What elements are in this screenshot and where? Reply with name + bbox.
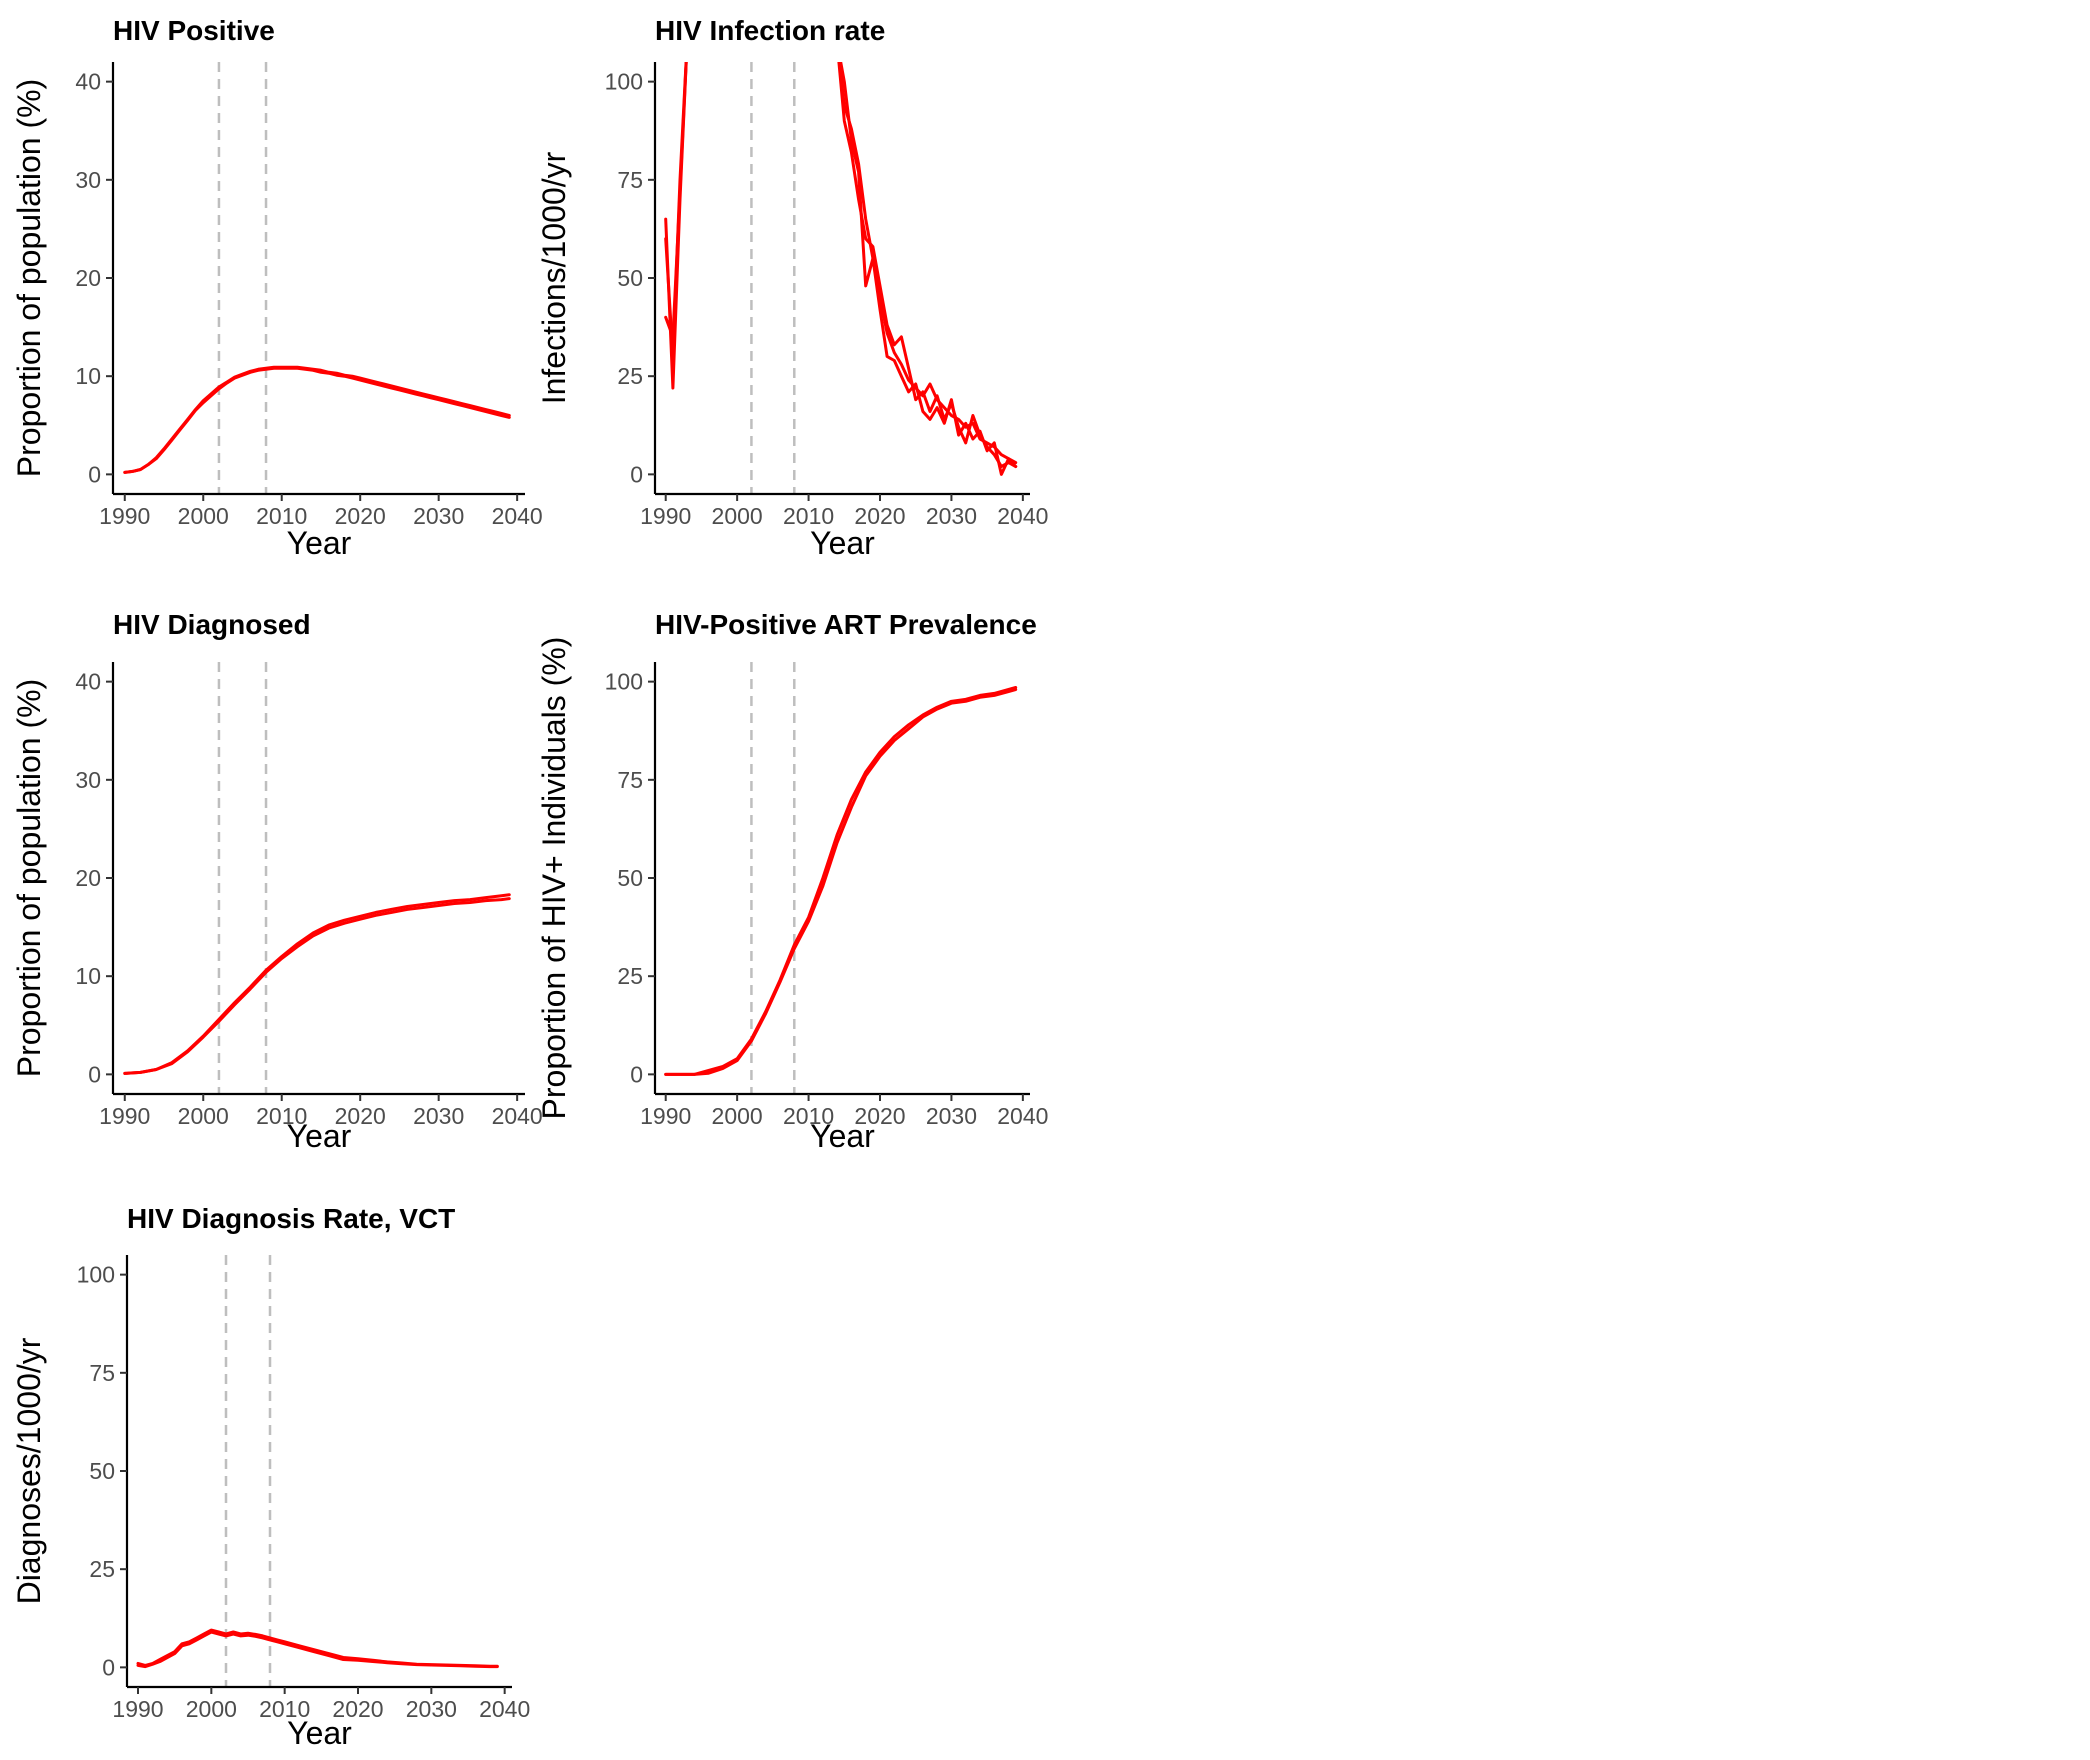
x-axis-title: Year [287, 1118, 352, 1154]
x-tick-label: 2030 [926, 1103, 977, 1129]
x-tick-label: 2020 [332, 1696, 383, 1722]
x-axis-title: Year [287, 1715, 352, 1751]
y-tick-label: 50 [89, 1458, 115, 1484]
series-line [136, 1630, 499, 1669]
y-tick-label: 0 [102, 1654, 115, 1680]
x-tick-label: 1990 [112, 1696, 163, 1722]
x-tick-label: 2040 [492, 1103, 543, 1129]
x-tick-label: 2000 [712, 1103, 763, 1129]
x-tick-label: 2030 [413, 503, 464, 529]
y-tick-label: 25 [617, 963, 643, 989]
series-line [664, 62, 1018, 465]
x-tick-label: 2030 [926, 503, 977, 529]
x-tick-label: 2010 [783, 1103, 834, 1129]
panel-title: HIV Positive [113, 15, 275, 46]
y-tick-label: 0 [88, 461, 101, 487]
x-tick-label: 2020 [335, 503, 386, 529]
panel-art-prevalence: HIV-Positive ART Prevalence 0 25 50 75 100 199… [536, 609, 1048, 1154]
x-tick-label: 1990 [99, 1103, 150, 1129]
x-tick-label: 2030 [406, 1696, 457, 1722]
series-line [123, 366, 511, 474]
y-axis-title: Proportion of HIV+ Individuals (%) [536, 637, 572, 1120]
x-tick-label: 1990 [640, 1103, 691, 1129]
series-line [123, 893, 511, 1075]
y-tick-label: 50 [617, 265, 643, 291]
y-tick-label: 20 [75, 865, 101, 891]
x-tick-label: 2000 [712, 503, 763, 529]
series-line [664, 62, 1018, 476]
panel-title: HIV Diagnosis Rate, VCT [127, 1203, 455, 1234]
series-line [664, 62, 1018, 468]
x-tick-label: 2040 [997, 503, 1048, 529]
y-tick-label: 75 [617, 167, 643, 193]
y-tick-label: 40 [75, 69, 101, 95]
x-tick-label: 2000 [178, 1103, 229, 1129]
y-tick-label: 100 [605, 669, 643, 695]
x-tick-label: 2010 [783, 503, 834, 529]
y-tick-label: 25 [89, 1556, 115, 1582]
y-tick-label: 10 [75, 363, 101, 389]
series-line [123, 897, 511, 1075]
y-tick-label: 75 [89, 1360, 115, 1386]
x-tick-label: 2010 [256, 503, 307, 529]
x-tick-label: 2030 [413, 1103, 464, 1129]
panel-hiv-diagnosis-rate-vct: HIV Diagnosis Rate, VCT 0 25 50 75 100 1990 200… [11, 1203, 530, 1751]
x-tick-label: 2000 [178, 503, 229, 529]
series-line [664, 688, 1018, 1076]
y-axis-title: Proportion of population (%) [11, 79, 47, 477]
y-axis-title: Proportion of population (%) [11, 679, 47, 1077]
y-tick-label: 30 [75, 767, 101, 793]
y-tick-label: 100 [605, 69, 643, 95]
y-tick-label: 50 [617, 865, 643, 891]
x-axis-title: Year [810, 1118, 875, 1154]
x-tick-label: 1990 [640, 503, 691, 529]
x-tick-label: 2020 [854, 1103, 905, 1129]
y-tick-label: 75 [617, 767, 643, 793]
y-tick-label: 0 [630, 1061, 643, 1087]
y-tick-label: 40 [75, 669, 101, 695]
series-line [664, 686, 1018, 1076]
y-tick-label: 0 [630, 461, 643, 487]
x-axis-title: Year [287, 525, 352, 561]
y-axis-title: Infections/1000/yr [536, 151, 572, 404]
y-tick-label: 0 [88, 1061, 101, 1087]
x-tick-label: 2020 [335, 1103, 386, 1129]
y-tick-label: 20 [75, 265, 101, 291]
x-tick-label: 2010 [259, 1696, 310, 1722]
x-tick-label: 2040 [492, 503, 543, 529]
y-tick-label: 10 [75, 963, 101, 989]
y-axis-title: Diagnoses/1000/yr [11, 1337, 47, 1604]
x-tick-label: 1990 [99, 503, 150, 529]
panel-title: HIV Diagnosed [113, 609, 311, 640]
y-tick-label: 100 [77, 1262, 115, 1288]
x-tick-label: 2020 [854, 503, 905, 529]
series-line [136, 1628, 499, 1668]
x-tick-label: 2010 [256, 1103, 307, 1129]
x-tick-label: 2040 [479, 1696, 530, 1722]
x-tick-label: 2040 [997, 1103, 1048, 1129]
panel-hiv-infection-rate: HIV Infection rate 0 25 50 75 100 1990 2000 2010… [536, 15, 1048, 561]
series-line [123, 365, 511, 474]
x-axis-title: Year [810, 525, 875, 561]
y-tick-label: 30 [75, 167, 101, 193]
x-tick-label: 2000 [186, 1696, 237, 1722]
panel-title: HIV-Positive ART Prevalence [655, 609, 1037, 640]
y-tick-label: 25 [617, 363, 643, 389]
panel-title: HIV Infection rate [655, 15, 885, 46]
